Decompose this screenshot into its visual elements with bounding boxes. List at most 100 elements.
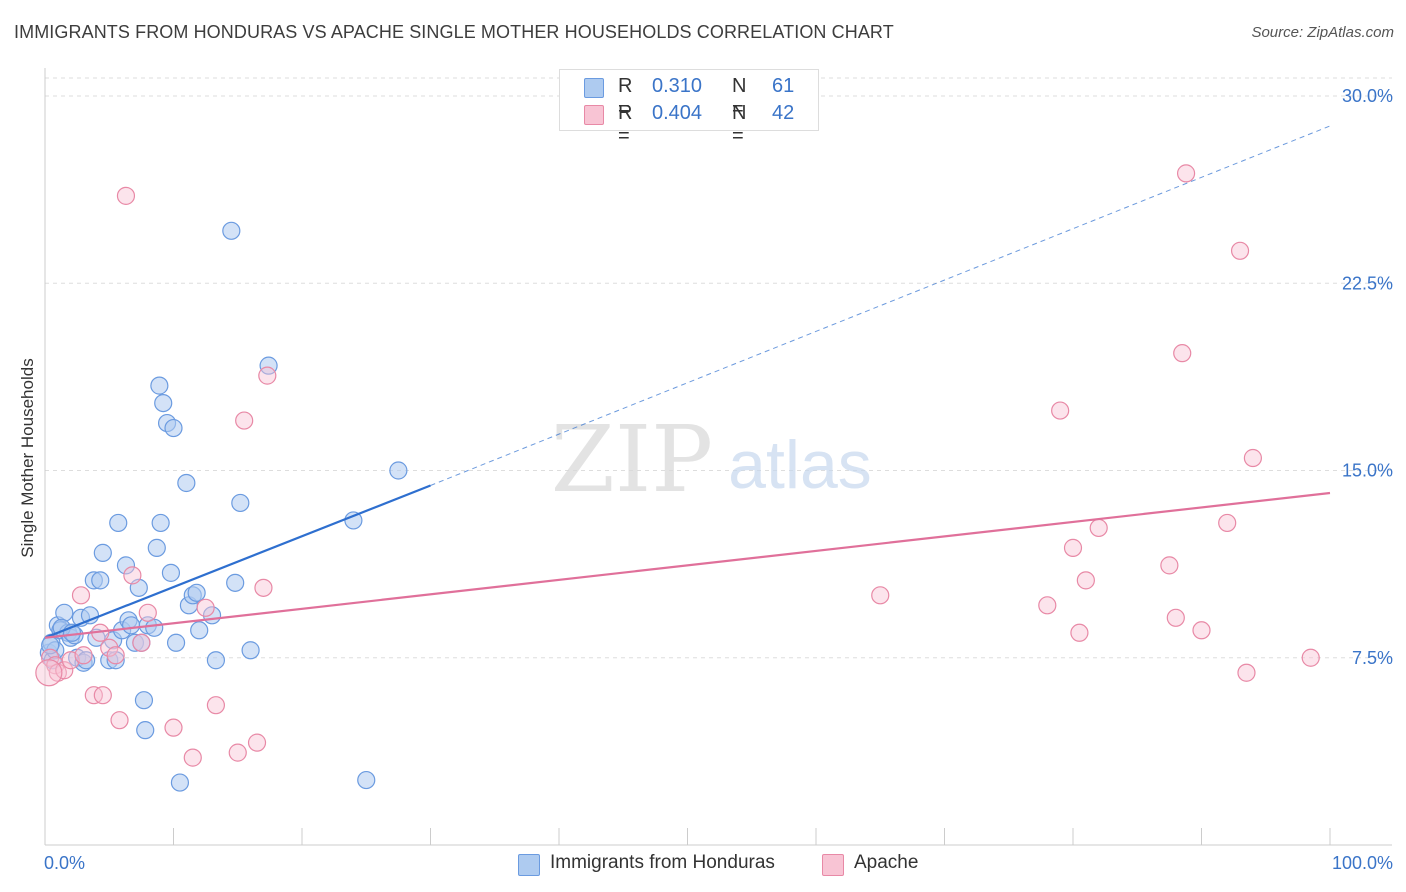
legend-swatch-pink — [584, 105, 604, 125]
point-apache — [1063, 538, 1083, 557]
point-apache — [1160, 556, 1179, 575]
watermark-atlas: atlas — [728, 427, 872, 503]
point-apache — [71, 586, 91, 605]
point-honduras — [151, 513, 170, 533]
point-apache — [206, 696, 226, 715]
point-honduras — [357, 770, 376, 790]
y-axis-label: Single Mother Households — [18, 358, 37, 558]
legend-r-value: 0.404 — [652, 102, 703, 124]
legend-n-label: N = — [732, 102, 747, 147]
point-honduras — [190, 621, 209, 640]
bottom-legend-swatch-blue — [518, 854, 540, 876]
point-apache — [93, 686, 112, 705]
watermark: ZIP atlas — [551, 406, 872, 513]
point-apache — [1176, 164, 1196, 183]
legend-n-label: N = — [732, 75, 747, 120]
point-apache — [196, 598, 215, 617]
x-tick-label: 100.0% — [1332, 853, 1393, 873]
point-apache — [1173, 344, 1192, 363]
legend-r-label: R = — [618, 102, 633, 147]
trend-layer — [44, 125, 1331, 639]
point-honduras — [154, 393, 173, 413]
labels-layer: 7.5% 15.0% 22.5% 30.0% 0.0% 100.0% — [44, 86, 1393, 873]
point-honduras — [80, 606, 100, 625]
point-honduras — [55, 603, 74, 622]
point-honduras — [222, 221, 241, 240]
point-apache — [1166, 608, 1185, 627]
point-honduras — [164, 418, 183, 438]
legend-r-value: 0.310 — [652, 75, 703, 97]
point-honduras — [109, 513, 128, 533]
point-apache — [1218, 513, 1237, 533]
point-apache — [1301, 648, 1320, 667]
point-apache — [258, 366, 277, 385]
point-apache — [871, 586, 890, 605]
watermark-zip: ZIP — [551, 406, 713, 513]
point-honduras — [226, 573, 245, 592]
axes-layer — [44, 68, 1392, 846]
point-honduras — [116, 556, 136, 575]
legend-n-value: 42 — [772, 102, 795, 124]
trend-line-apache — [44, 491, 1331, 639]
point-apache — [1237, 663, 1256, 682]
point-apache — [183, 748, 202, 767]
point-apache — [235, 411, 254, 430]
bottom-legend-swatch-pink — [822, 854, 844, 876]
point-honduras — [170, 773, 190, 792]
y-tick-label: 7.5% — [1352, 648, 1393, 668]
point-honduras — [241, 641, 260, 660]
point-honduras — [177, 473, 196, 493]
point-honduras — [166, 633, 186, 652]
point-apache — [138, 603, 157, 622]
point-apache — [1192, 621, 1211, 640]
x-tick-label: 0.0% — [44, 853, 85, 873]
point-apache — [164, 718, 183, 737]
trend-line-honduras — [44, 484, 431, 639]
point-apache — [247, 733, 267, 752]
trend-line-honduras-extension — [430, 125, 1331, 486]
y-tick-label: 22.5% — [1342, 273, 1393, 293]
points-layer — [35, 164, 1320, 792]
bottom-legend-label: Apache — [854, 852, 919, 873]
point-honduras — [145, 618, 164, 637]
point-apache — [254, 578, 273, 597]
chart-title: IMMIGRANTS FROM HONDURAS VS APACHE SINGL… — [14, 22, 894, 42]
point-honduras — [93, 543, 112, 562]
point-apache — [74, 646, 93, 665]
point-honduras — [161, 563, 181, 582]
y-tick-label: 15.0% — [1342, 461, 1393, 481]
point-honduras — [134, 691, 154, 710]
point-honduras — [150, 376, 169, 395]
point-honduras — [136, 721, 155, 740]
point-apache — [132, 633, 151, 652]
point-honduras — [121, 616, 141, 635]
point-honduras — [206, 651, 226, 670]
y-tick-label: 30.0% — [1342, 86, 1393, 106]
bottom-legend-label: Immigrants from Honduras — [550, 852, 775, 873]
point-apache — [1076, 571, 1095, 590]
point-apache — [106, 646, 125, 665]
point-apache — [116, 186, 136, 205]
point-apache — [1089, 518, 1108, 538]
point-honduras — [147, 538, 166, 557]
point-apache — [1070, 623, 1089, 642]
point-apache — [100, 638, 119, 657]
point-honduras — [91, 571, 110, 590]
point-apache — [123, 566, 142, 585]
legend-n-value: 61 — [772, 75, 795, 97]
grid-layer — [45, 77, 1392, 659]
stats-legend: R = 0.310 N = 61 R = 0.404 N = 42 — [559, 69, 819, 147]
point-apache — [1243, 448, 1263, 468]
point-honduras — [231, 493, 250, 513]
point-honduras — [389, 461, 408, 480]
legend-r-label: R = — [618, 75, 633, 120]
point-apache — [1230, 241, 1250, 260]
point-honduras — [187, 583, 206, 602]
point-apache — [1051, 401, 1070, 420]
point-apache-large — [35, 659, 63, 687]
point-apache — [1038, 596, 1057, 615]
point-honduras — [77, 651, 96, 670]
source-label: Source: ZipAtlas.com — [1251, 24, 1394, 41]
point-apache — [228, 743, 247, 762]
